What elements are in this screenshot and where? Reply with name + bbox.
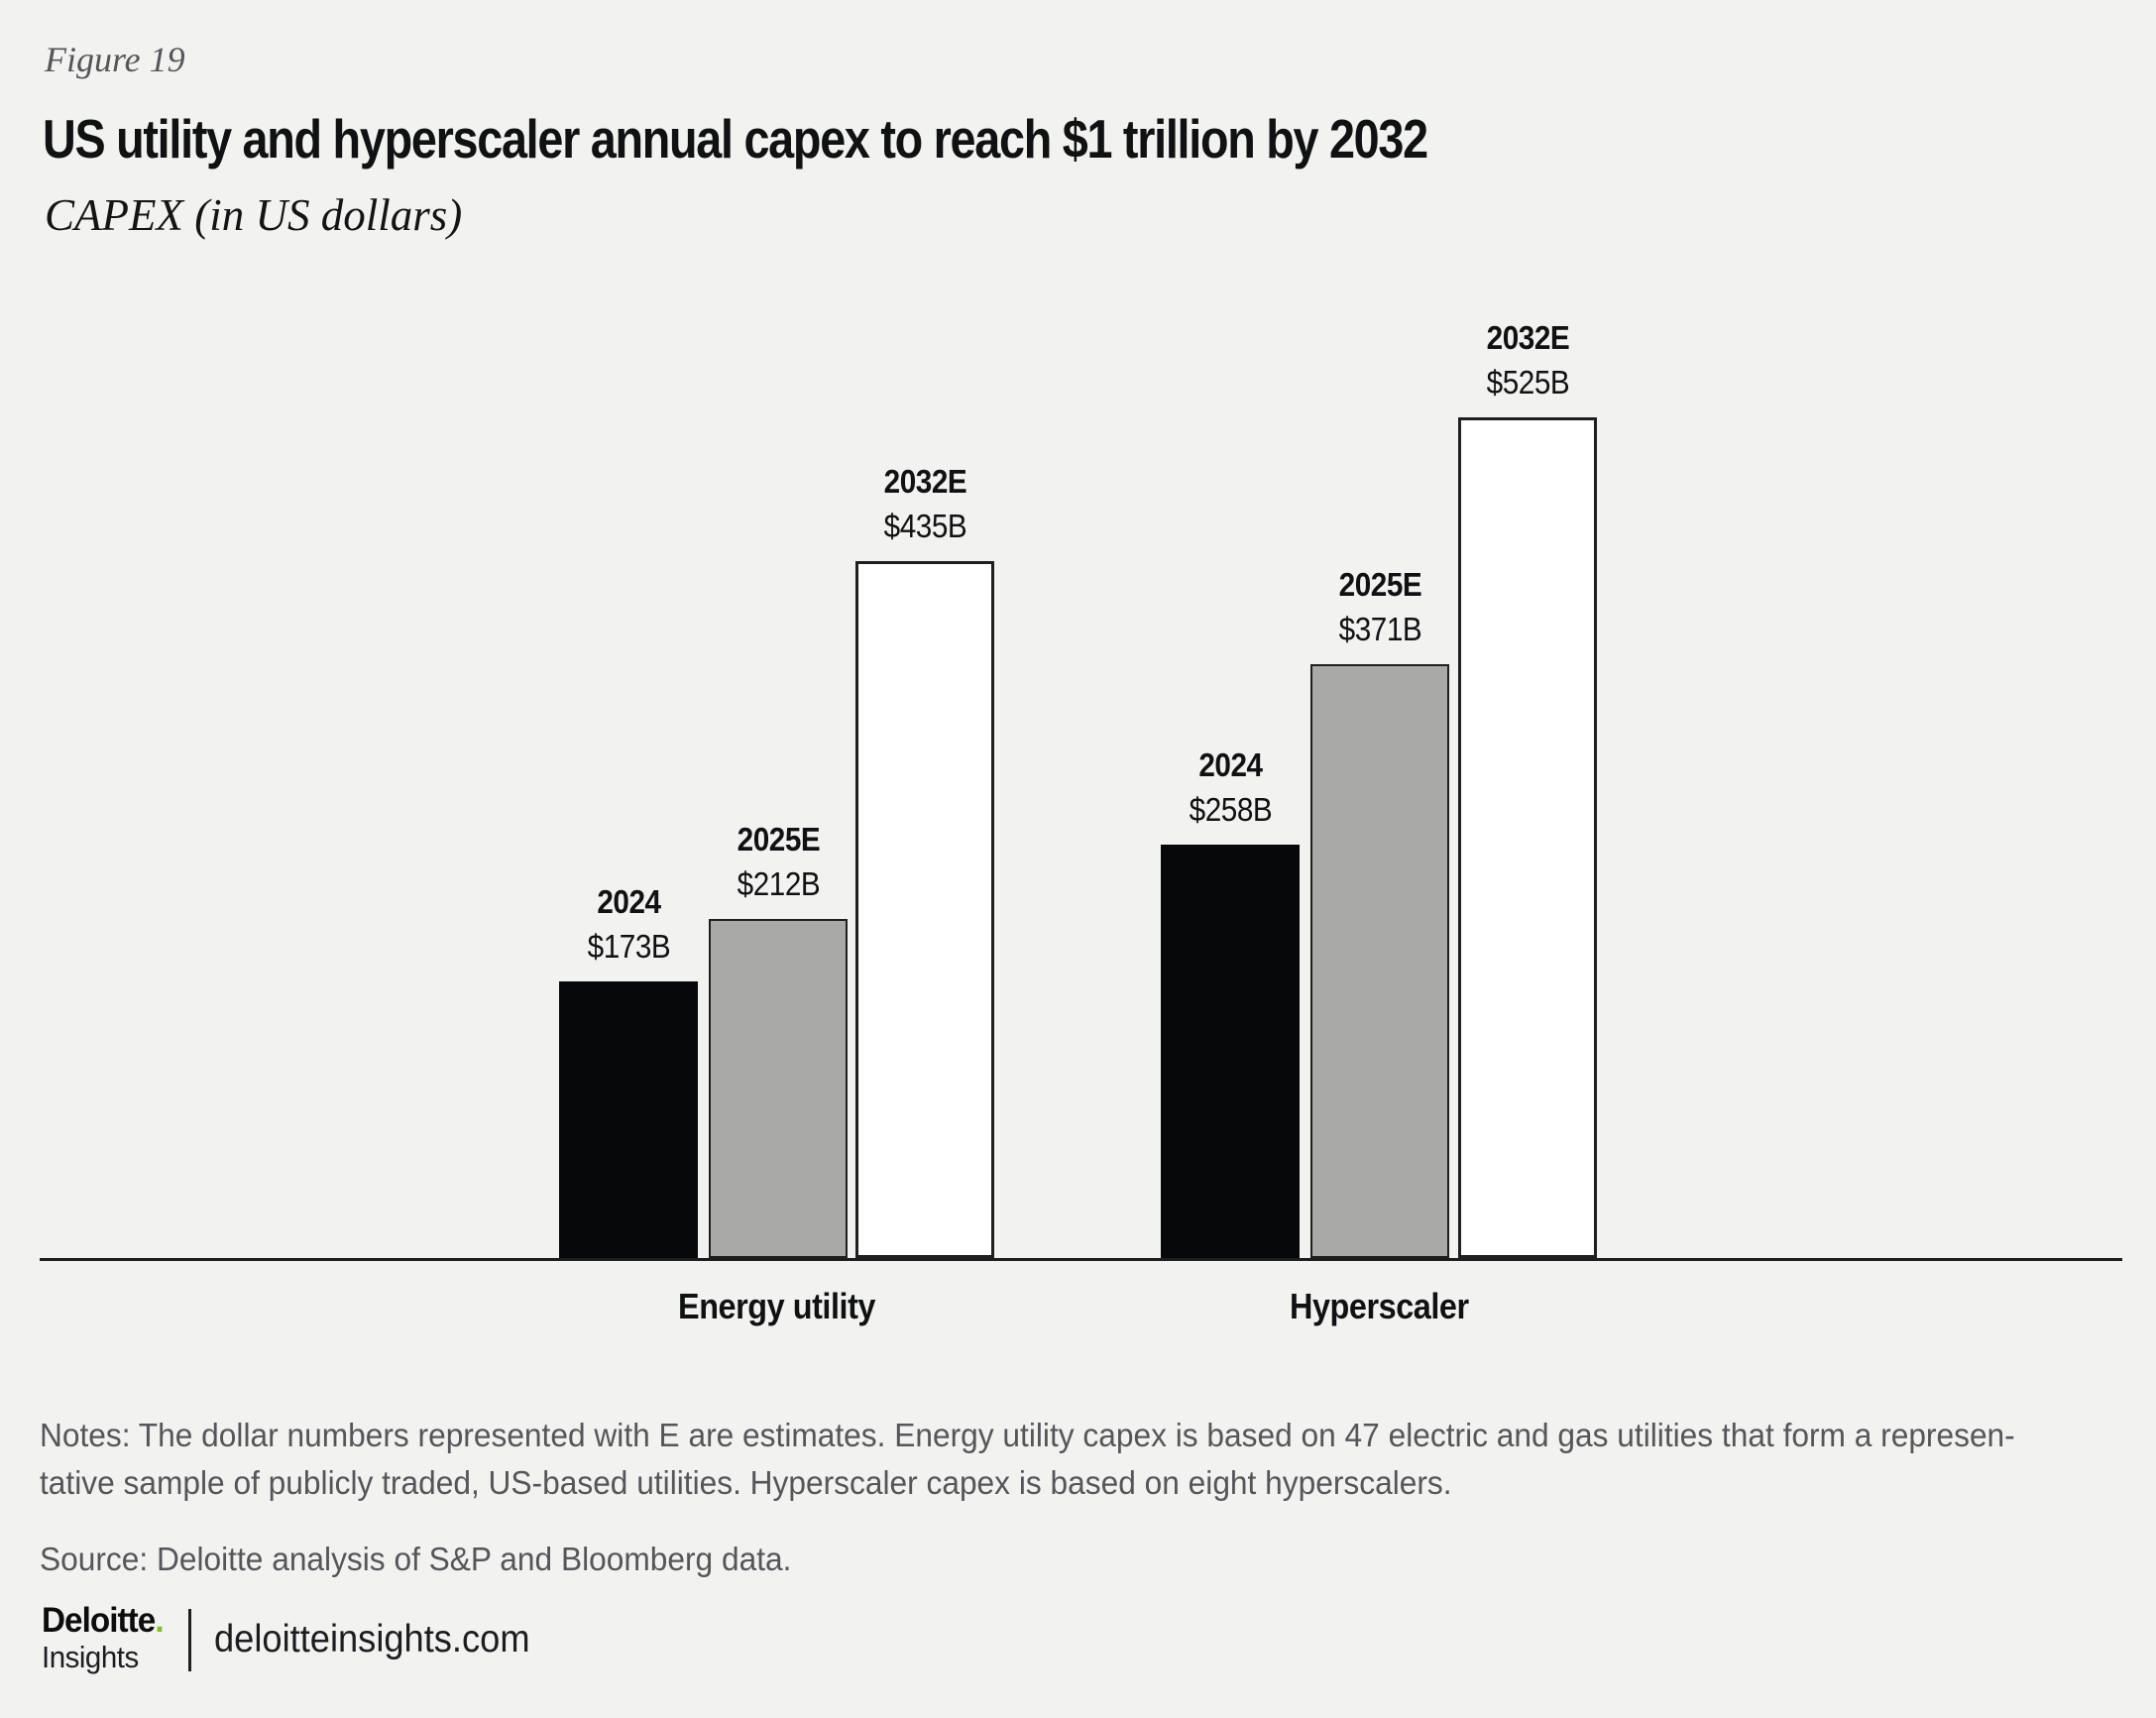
category-label-hyperscaler: Hyperscaler (1289, 1286, 1469, 1326)
bar-label: 2032E $525B (1486, 315, 1569, 404)
bar-year-label: 2032E (1486, 319, 1569, 356)
bar-column-energy-2032e: 2032E $435B (855, 459, 994, 1258)
bar-column-hyperscaler-2032e: 2032E $525B (1458, 315, 1597, 1258)
bar-year-label: 2024 (1197, 746, 1263, 783)
bar-hyperscaler-2024 (1161, 845, 1300, 1258)
deloitte-insights-logo: Deloitte. Insights (42, 1601, 170, 1674)
bar-value-label: $371B (1338, 611, 1421, 647)
bar-energy-2032e (855, 561, 994, 1258)
bar-value-label: $258B (1189, 791, 1272, 828)
deloitte-insights-url: deloitteinsights.com (214, 1618, 530, 1661)
bar-label: 2025E $371B (1338, 562, 1421, 651)
bar-year-label: 2032E (883, 463, 966, 500)
bar-year-label: 2025E (1338, 566, 1421, 603)
bar-energy-2025e (709, 919, 848, 1258)
bar-value-label: $435B (883, 508, 966, 544)
bar-column-energy-2025e: 2025E $212B (709, 817, 848, 1258)
bar-energy-2024 (559, 981, 698, 1258)
bar-year-label: 2024 (596, 883, 661, 920)
x-axis-baseline (40, 1258, 2122, 1261)
bar-hyperscaler-2025e (1310, 664, 1449, 1258)
figure-number-label: Figure 19 (45, 40, 185, 79)
bar-value-label: $212B (737, 865, 820, 902)
bar-column-energy-2024: 2024 $173B (559, 879, 698, 1258)
bar-column-hyperscaler-2024: 2024 $258B (1161, 743, 1300, 1258)
bar-label: 2032E $435B (883, 459, 966, 548)
chart-title-text: US utility and hyperscaler annual capex … (43, 108, 1428, 170)
deloitte-green-dot: . (155, 1601, 164, 1640)
bar-column-hyperscaler-2025e: 2025E $371B (1310, 562, 1449, 1258)
source-text: Source: Deloitte analysis of S&P and Blo… (40, 1541, 792, 1577)
notes-line-2: tative sample of publicly traded, US-bas… (40, 1464, 1452, 1501)
bar-year-label: 2025E (737, 821, 820, 858)
bar-label: 2024 $173B (587, 879, 670, 969)
bar-label: 2024 $258B (1189, 743, 1272, 832)
chart-subtitle: CAPEX (in US dollars) (45, 190, 463, 240)
bar-label: 2025E $212B (737, 817, 820, 906)
notes-text: Notes: The dollar numbers represented wi… (40, 1412, 2098, 1507)
insights-wordmark: Insights (42, 1640, 139, 1674)
bar-hyperscaler-2032e (1458, 417, 1597, 1258)
category-label-energy-utility: Energy utility (678, 1286, 876, 1326)
logo-divider-line (188, 1609, 191, 1671)
bar-value-label: $525B (1486, 364, 1569, 401)
bar-value-label: $173B (587, 928, 670, 965)
deloitte-wordmark: Deloitte. (42, 1601, 165, 1640)
notes-line-1: Notes: The dollar numbers represented wi… (40, 1417, 2015, 1453)
chart-title: US utility and hyperscaler annual capex … (43, 107, 1671, 171)
